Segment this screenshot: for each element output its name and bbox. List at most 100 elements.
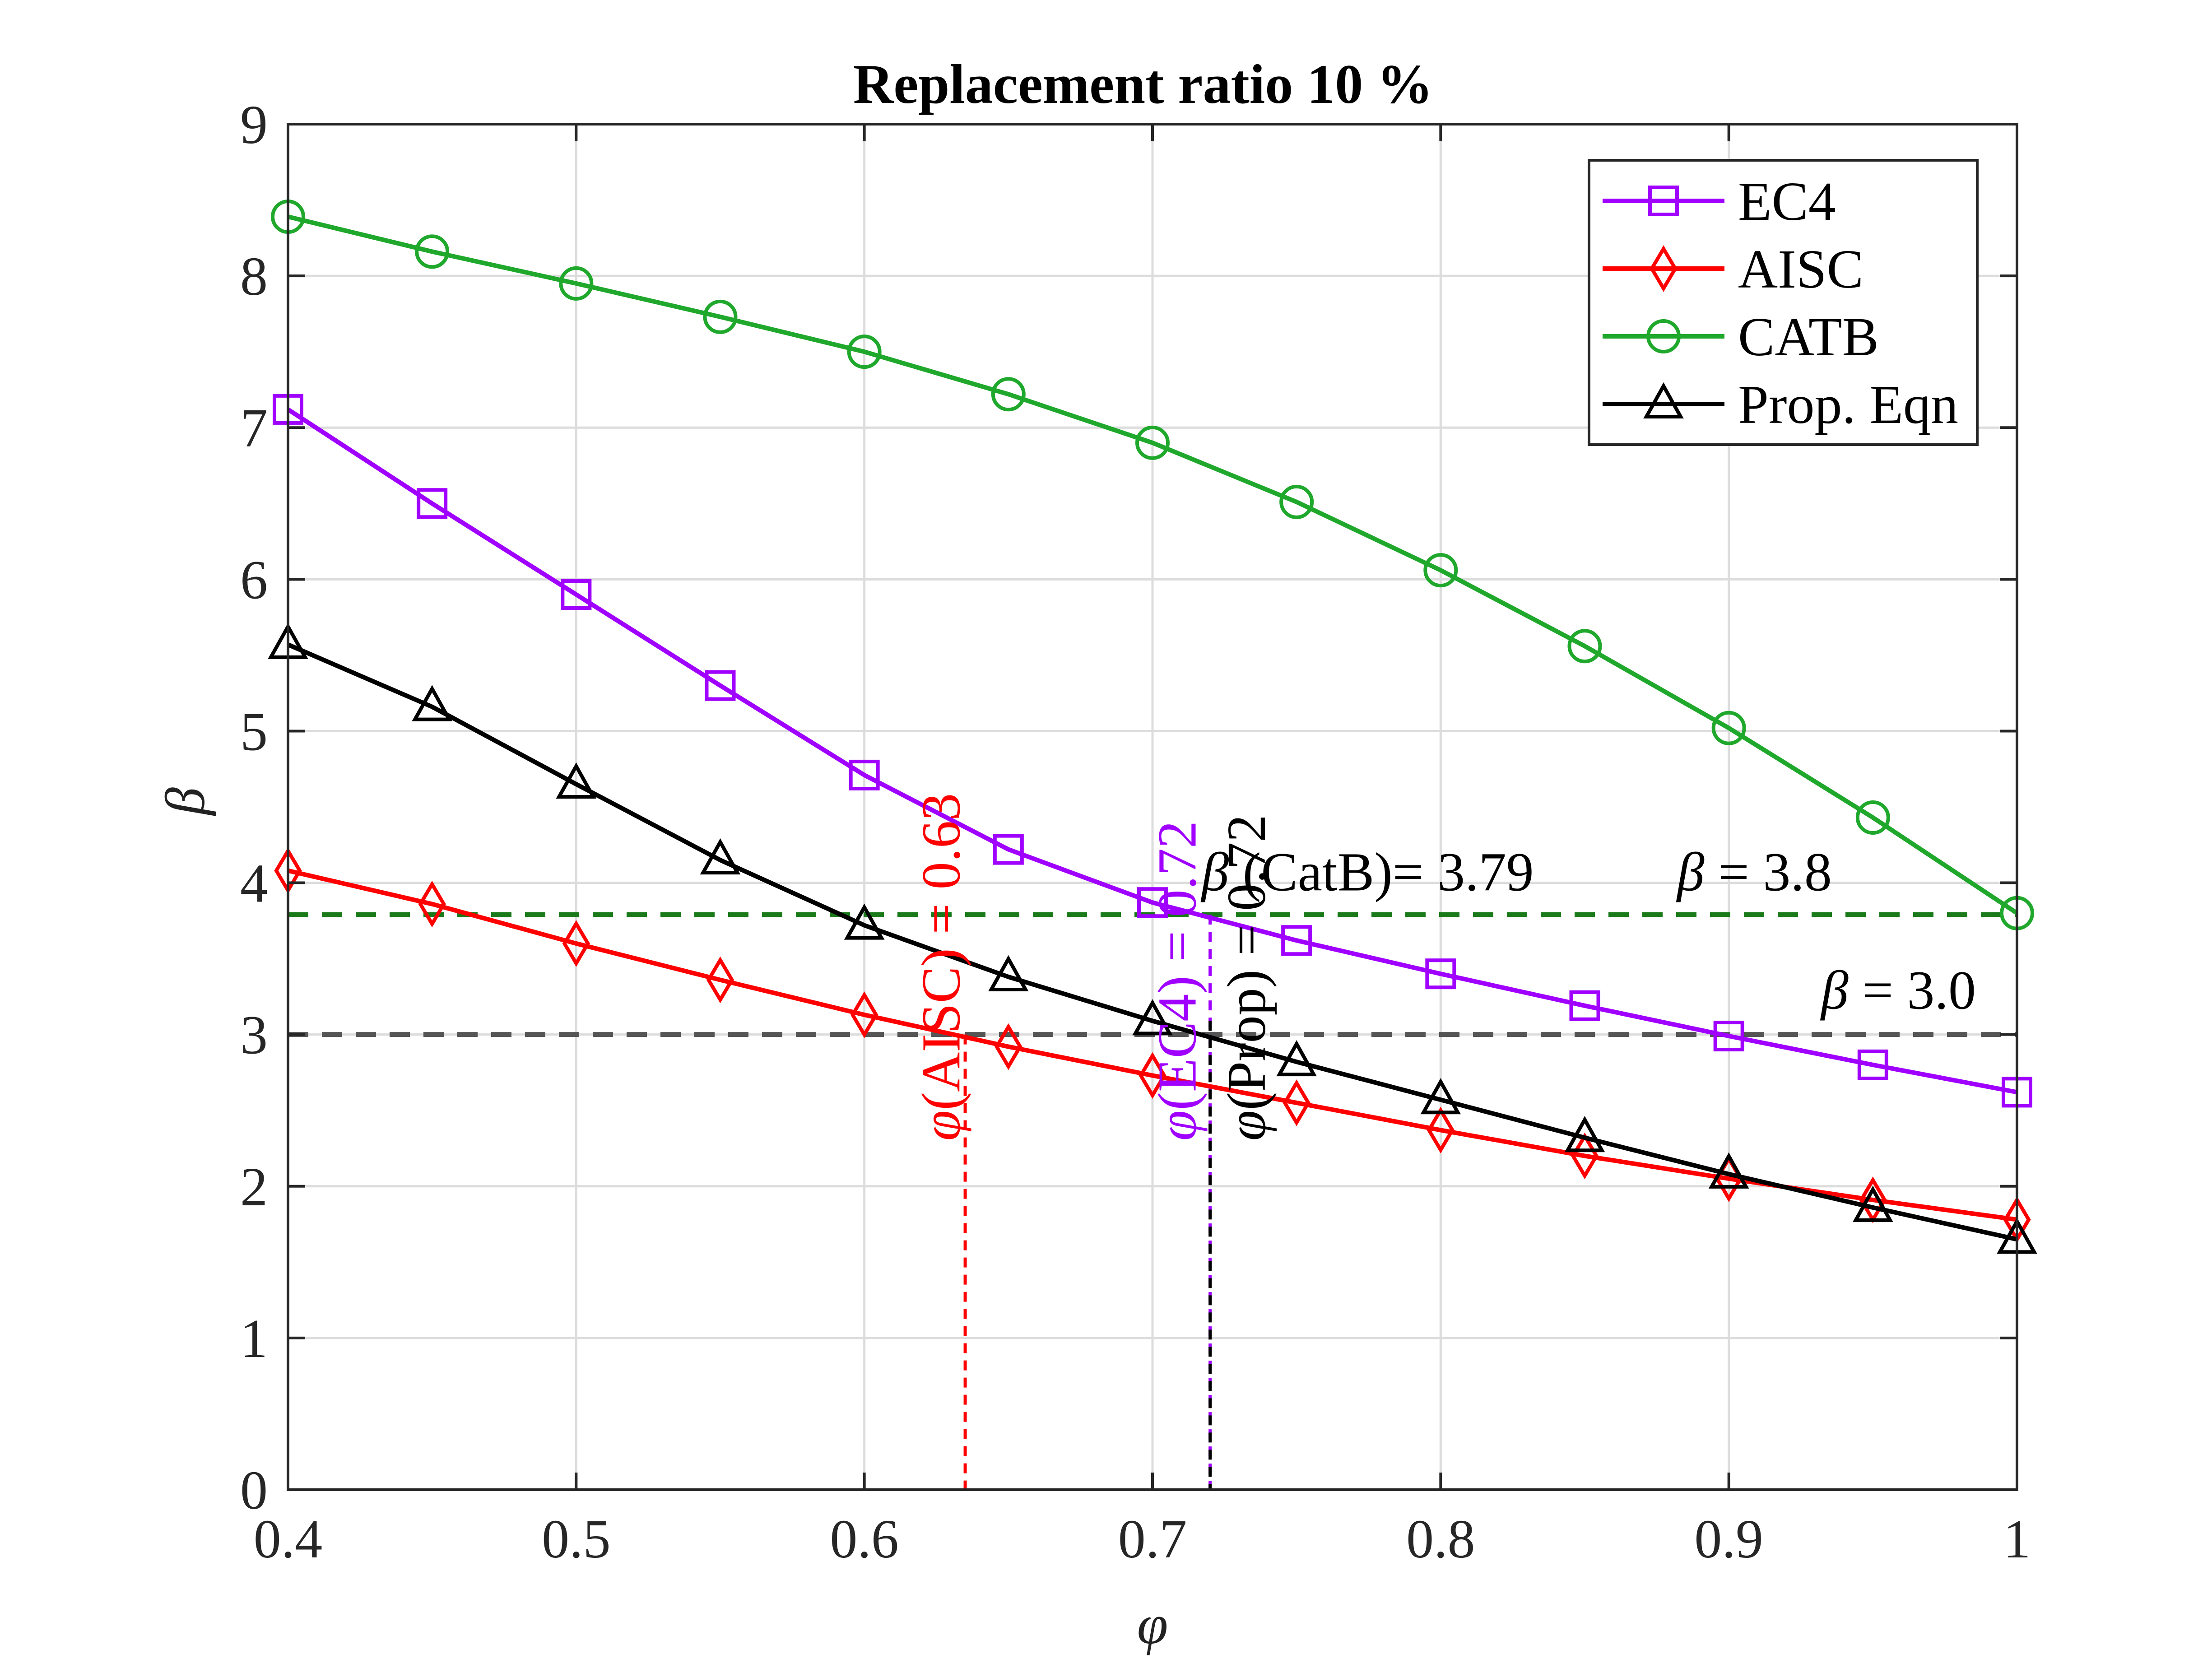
triangle-marker (1708, 1152, 1749, 1189)
series-line (287, 214, 2018, 915)
triangle-marker (1564, 1116, 1605, 1152)
annotation-label: φ(AISC) = 0.63 (911, 793, 971, 1141)
x-tick-label: 0.7 (1118, 1509, 1187, 1570)
legend-entry: CATB (1603, 307, 1879, 367)
y-tick-label: 3 (240, 1005, 268, 1066)
square-marker (1281, 925, 1312, 956)
circle-marker (1646, 319, 1681, 353)
circle-marker (847, 335, 882, 369)
series-ec4 (273, 394, 2032, 1108)
annotation-text: (Prop) = 0.72 (1216, 814, 1277, 1110)
x-axis-label: φ (1137, 1594, 1168, 1655)
x-tick-label: 0.6 (830, 1509, 899, 1570)
square-marker (993, 834, 1024, 865)
triangle-marker (700, 838, 741, 875)
y-tick-label: 5 (240, 701, 268, 762)
annotation-symbol: β (1201, 841, 1229, 902)
circle-marker (1567, 629, 1602, 664)
square-marker (1648, 186, 1679, 216)
diamond-marker (1283, 1079, 1310, 1126)
y-tick-label: 0 (240, 1460, 268, 1521)
circle-marker (991, 377, 1026, 412)
y-tick-label: 1 (240, 1308, 268, 1369)
legend-entry: AISC (1603, 239, 1863, 300)
diamond-marker (562, 920, 590, 967)
diamond-marker (994, 1023, 1022, 1070)
legend-label: AISC (1738, 239, 1863, 300)
series-layer (268, 200, 2037, 1254)
triangle-marker (988, 955, 1029, 991)
triangle-marker (844, 903, 885, 940)
x-tick-label: 0.9 (1694, 1509, 1763, 1570)
y-tick-label: 4 (240, 853, 268, 914)
square-marker (705, 670, 736, 701)
y-tick-label: 8 (240, 246, 268, 307)
square-marker (1713, 1021, 1744, 1052)
annotation-label: φ(EC4) = 0.72 (1147, 821, 1208, 1141)
annotation-text: (AISC) = 0.63 (911, 793, 971, 1111)
y-tick-label: 2 (240, 1157, 268, 1218)
triangle-marker (1853, 1185, 1893, 1222)
series-line (287, 868, 2017, 1222)
legend-entry: EC4 (1603, 171, 1836, 232)
circle-marker (1711, 711, 1746, 745)
diamond-marker (1139, 1052, 1166, 1099)
x-tick-label: 0.5 (542, 1509, 611, 1570)
square-marker (417, 488, 448, 519)
annotation-symbol: φ (911, 1110, 971, 1141)
series-line (287, 407, 2017, 1095)
y-tick-label: 7 (240, 398, 268, 459)
circle-marker (559, 266, 594, 301)
plot-frame (287, 123, 2018, 1491)
square-marker (1137, 887, 1168, 918)
annotation-symbol: β (1820, 960, 1849, 1021)
annotation-label: β = 3.8 (1676, 841, 1832, 902)
square-marker (561, 579, 592, 610)
triangle-marker (412, 685, 452, 721)
legend-label: EC4 (1738, 171, 1836, 232)
triangle-marker (1420, 1078, 1461, 1115)
chart-title: Replacement ratio 10 % (853, 53, 1433, 115)
y-axis-label: β (154, 787, 216, 816)
legend: EC4 AISC CATB Prop. Eqn (1588, 159, 1979, 446)
annotation-label: φ(Prop) = 0.72 (1216, 814, 1277, 1141)
x-tick-label: 0.4 (254, 1509, 323, 1570)
series-catb (271, 200, 2034, 930)
annotations: β (CatB)= 3.79 β = 3.8β = 3.0φ(AISC) = 0.… (911, 793, 1976, 1141)
annotation-text: (EC4) = 0.72 (1147, 821, 1208, 1110)
legend-entry: Prop. Eqn (1603, 374, 1958, 435)
square-marker (1569, 990, 1600, 1021)
circle-marker (1279, 484, 1314, 519)
y-tick-label: 6 (240, 549, 268, 610)
triangle-marker (556, 762, 597, 799)
legend-label: Prop. Eqn (1738, 374, 1958, 435)
x-tick-label: 1 (2003, 1509, 2031, 1570)
legend-box (1588, 159, 1979, 446)
legend-label: CATB (1738, 307, 1879, 367)
diamond-marker (850, 991, 878, 1038)
triangle-marker (1132, 999, 1173, 1036)
triangle-marker (1643, 382, 1684, 418)
annotation-text: = 3.0 (1849, 960, 1976, 1021)
annotation-label: β (CatB)= 3.79 (1201, 841, 1534, 902)
diamond-marker (1427, 1106, 1455, 1154)
annotation-label: β = 3.0 (1820, 960, 1976, 1021)
circle-marker (1135, 425, 1170, 460)
series-line (287, 642, 2018, 1242)
annotation-symbol: β (1676, 841, 1705, 902)
diamond-marker (1650, 245, 1678, 292)
annotation-symbol: φ (1147, 1110, 1208, 1141)
diamond-marker (706, 956, 734, 1004)
circle-marker (703, 299, 738, 334)
annotation-text: = 3.8 (1705, 841, 1832, 902)
x-tick-label: 0.8 (1406, 1509, 1475, 1570)
circle-marker (415, 234, 450, 269)
y-tick-label: 9 (240, 94, 268, 155)
square-marker (1857, 1049, 1888, 1080)
square-marker (1425, 958, 1456, 990)
circle-marker (1855, 800, 1890, 835)
axes: 0.4 0.5 0.6 0.7 0.8 0.9 1 0 1 2 3 4 5 6 7 8 9 (240, 94, 2031, 1570)
square-marker (849, 759, 880, 790)
series-aisc (274, 847, 2031, 1243)
